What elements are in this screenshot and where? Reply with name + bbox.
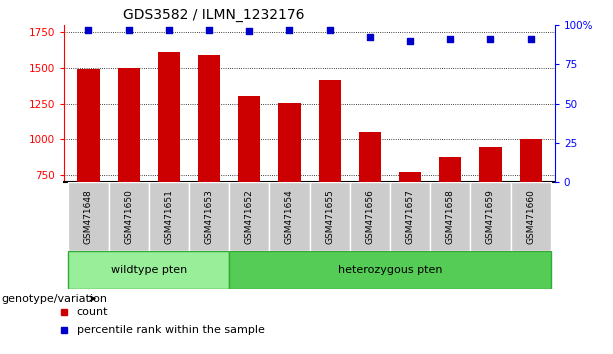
Text: percentile rank within the sample: percentile rank within the sample	[77, 325, 264, 335]
Bar	[399, 172, 421, 182]
Bar	[69, 182, 109, 251]
Bar	[118, 68, 140, 182]
Point	[284, 27, 294, 32]
Point	[124, 27, 134, 32]
Text: GSM471655: GSM471655	[325, 189, 334, 244]
Bar	[359, 132, 381, 182]
Bar	[198, 55, 220, 182]
Text: count: count	[77, 307, 108, 318]
Text: GSM471652: GSM471652	[245, 189, 254, 244]
Bar	[511, 182, 550, 251]
Point	[83, 27, 93, 32]
Bar	[149, 182, 189, 251]
Text: GSM471656: GSM471656	[365, 189, 375, 244]
Bar	[439, 157, 462, 182]
Bar	[390, 182, 430, 251]
Text: GSM471657: GSM471657	[406, 189, 414, 244]
Bar	[229, 182, 269, 251]
Text: GDS3582 / ILMN_1232176: GDS3582 / ILMN_1232176	[123, 8, 305, 22]
Bar	[350, 182, 390, 251]
Bar	[269, 182, 310, 251]
Bar	[77, 69, 99, 182]
Text: genotype/variation: genotype/variation	[1, 293, 107, 304]
Point	[245, 28, 254, 34]
Text: GSM471660: GSM471660	[526, 189, 535, 244]
Bar	[238, 96, 261, 182]
Text: GSM471653: GSM471653	[205, 189, 213, 244]
Bar	[430, 182, 470, 251]
Bar	[189, 182, 229, 251]
Bar	[310, 182, 350, 251]
Bar	[520, 139, 542, 182]
Bar	[229, 251, 550, 289]
Text: GSM471648: GSM471648	[84, 189, 93, 244]
Point	[325, 27, 335, 32]
Text: heterozygous pten: heterozygous pten	[338, 265, 442, 275]
Point	[164, 27, 173, 32]
Text: GSM471658: GSM471658	[446, 189, 455, 244]
Text: GSM471659: GSM471659	[486, 189, 495, 244]
Text: wildtype pten: wildtype pten	[111, 265, 187, 275]
Bar	[319, 80, 341, 182]
Text: GSM471651: GSM471651	[164, 189, 173, 244]
Point	[405, 38, 415, 44]
Bar	[69, 251, 229, 289]
Point	[365, 35, 375, 40]
Bar	[158, 52, 180, 182]
Point	[446, 36, 455, 42]
Text: GSM471654: GSM471654	[285, 189, 294, 244]
Bar	[479, 147, 501, 182]
Point	[204, 27, 214, 32]
Bar	[470, 182, 511, 251]
Bar	[109, 182, 149, 251]
Text: GSM471650: GSM471650	[124, 189, 133, 244]
Bar	[278, 103, 300, 182]
Point	[485, 36, 495, 42]
Point	[526, 36, 536, 42]
